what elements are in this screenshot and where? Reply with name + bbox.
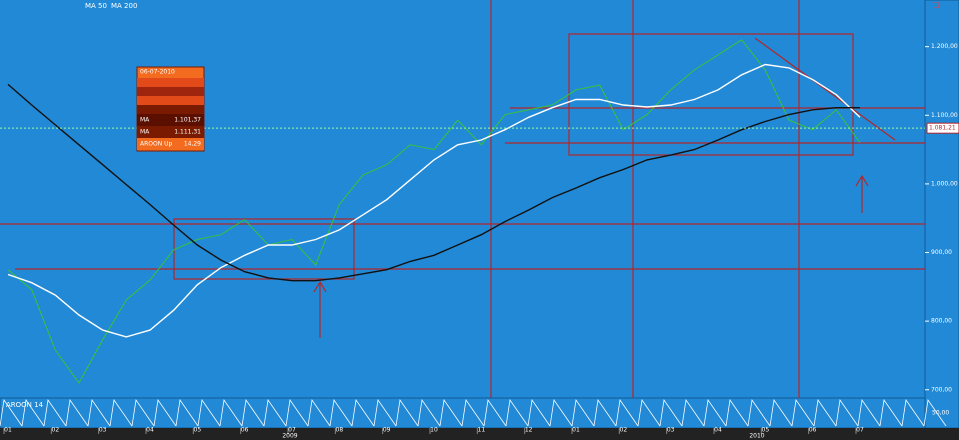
legend-entry[interactable]: MA 50 [85,2,107,10]
arrow [855,174,869,213]
arrow [313,280,327,338]
info-row [137,105,204,114]
price-line [7,39,861,384]
y-tick-label: 700,00 [931,386,952,393]
drawings [0,0,925,398]
x-tick-label: 09 [383,427,391,434]
legend-entry[interactable]: MA 200 [111,2,137,10]
info-label: AROON Up [140,141,173,148]
info-row [137,96,204,105]
price-tag [926,122,959,134]
ma-line [7,63,861,338]
x-tick-label: 05 [194,427,202,434]
info-value: 1.111,31 [174,129,201,136]
info-row [137,126,204,138]
aroon-tick-label: 50,00 [932,410,949,417]
info-row [137,87,204,96]
x-tick-label: 04 [714,427,722,434]
x-tick-label: 12 [525,427,533,434]
info-label: MA [140,117,150,124]
x-tick-label: 07 [856,427,864,434]
x-tick-label: 06 [809,427,817,434]
time-axis [0,428,959,440]
plot-background [0,0,925,398]
close-button[interactable]: □ [933,1,940,9]
range-box [173,218,355,280]
aroon-line [0,398,947,427]
info-date: 06-07-2010 [140,69,175,76]
x-tick-label: 07 [288,427,296,434]
info-label: MA [140,129,150,136]
x-tick-label: 03 [99,427,107,434]
x-tick-label: 11 [478,427,486,434]
year-label: 2010 [749,433,764,440]
x-tick-label: 01 [4,427,12,434]
x-tick-label: 03 [667,427,675,434]
info-row [137,78,204,87]
x-tick-label: 05 [762,427,770,434]
year-label: 2009 [282,433,297,440]
trend-line [754,37,896,141]
y-tick-label: 1.000,00 [931,180,958,187]
x-tick-label: 01 [572,427,580,434]
aroon-sawtooth [0,398,947,427]
price-axis [924,0,959,429]
y-tick-label: 800,00 [931,318,952,325]
y-tick-label: 1.200,00 [931,43,958,50]
x-tick-label: 08 [336,427,344,434]
info-value: 1.101,37 [174,117,201,124]
info-row [137,138,204,150]
x-tick-label: 06 [241,427,249,434]
info-row [137,114,204,126]
x-tick-label: 02 [52,427,60,434]
y-tick-label: 900,00 [931,249,952,256]
x-tick-label: 04 [146,427,154,434]
y-tick-label: 1.100,00 [931,112,958,119]
ma-line [7,83,860,282]
aroon-label: AROON 14 [6,401,44,409]
x-tick-label: 02 [620,427,628,434]
x-tick-label: 10 [430,427,438,434]
price-tag-label: 1.081,21 [929,125,956,132]
info-value: 14,29 [184,141,201,148]
